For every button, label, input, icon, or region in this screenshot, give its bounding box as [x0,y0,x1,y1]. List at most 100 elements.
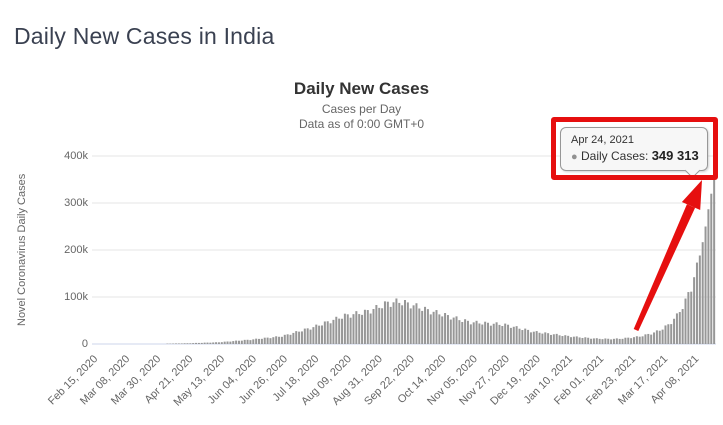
bar[interactable] [647,333,650,344]
bar[interactable] [235,340,238,344]
bar[interactable] [710,193,713,344]
bar[interactable] [306,328,309,344]
bar[interactable] [200,342,203,344]
bar[interactable] [461,322,464,344]
bar[interactable] [415,303,418,344]
bar[interactable] [484,321,487,344]
bar[interactable] [469,324,472,344]
bar[interactable] [260,338,263,344]
bar[interactable] [681,309,684,344]
bar[interactable] [429,314,432,344]
bar[interactable] [604,338,607,344]
bar[interactable] [635,336,638,344]
bar[interactable] [283,334,286,344]
bar[interactable] [209,342,212,344]
bar[interactable] [378,307,381,344]
bar[interactable] [693,277,696,344]
bar[interactable] [621,338,624,344]
bar[interactable] [383,301,386,344]
bar[interactable] [366,310,369,344]
bar[interactable] [512,326,515,344]
bar[interactable] [535,331,538,344]
bar[interactable] [584,337,587,344]
bar[interactable] [220,342,223,344]
bar[interactable] [189,343,192,344]
bar[interactable] [180,343,183,344]
bar[interactable] [587,337,590,344]
bar[interactable] [286,334,289,344]
bar[interactable] [713,179,716,344]
bar[interactable] [481,324,484,344]
bar[interactable] [269,338,272,344]
bar[interactable] [289,334,292,344]
bar[interactable] [424,306,427,344]
bar[interactable] [638,336,641,344]
bar[interactable] [275,336,278,344]
bar[interactable] [509,327,512,344]
bar[interactable] [272,337,275,344]
bar[interactable] [581,337,584,344]
bar[interactable] [375,305,378,344]
bar[interactable] [698,255,701,344]
bar[interactable] [401,305,404,344]
bar[interactable] [206,342,209,344]
bar[interactable] [381,308,384,344]
bar[interactable] [300,331,303,344]
bar[interactable] [298,331,301,344]
bar[interactable] [658,330,661,344]
bar[interactable] [704,226,707,345]
bar[interactable] [641,336,644,344]
bar[interactable] [630,338,633,344]
bar[interactable] [558,335,561,344]
bar[interactable] [197,342,200,344]
bar[interactable] [335,316,338,344]
bar[interactable] [507,324,510,344]
bar[interactable] [521,330,524,344]
bar[interactable] [667,324,670,344]
bar[interactable] [653,332,656,344]
bar[interactable] [355,311,358,344]
bar[interactable] [601,339,604,344]
bar[interactable] [343,313,346,344]
bar[interactable] [315,324,318,344]
bar[interactable] [246,339,249,344]
bar[interactable] [518,328,521,344]
bar[interactable] [455,316,458,344]
bar[interactable] [449,319,452,344]
bar[interactable] [226,341,229,344]
bar[interactable] [487,322,490,344]
bar[interactable] [404,300,406,344]
bar[interactable] [237,340,240,344]
bar[interactable] [478,323,481,344]
bar[interactable] [527,329,530,344]
bar[interactable] [690,291,693,344]
bar[interactable] [673,318,676,344]
bar[interactable] [492,323,495,344]
bar[interactable] [650,334,653,344]
bar[interactable] [421,310,424,344]
bar[interactable] [217,342,220,344]
bar[interactable] [592,338,595,344]
bar[interactable] [444,313,447,344]
bar[interactable] [386,301,389,344]
bar[interactable] [664,325,667,344]
bar[interactable] [352,314,355,344]
bar[interactable] [446,315,449,344]
bar[interactable] [341,318,344,344]
bar[interactable] [309,329,312,344]
bar[interactable] [215,342,218,344]
bar[interactable] [684,298,687,344]
bar[interactable] [489,325,492,344]
bar[interactable] [240,340,243,344]
bar[interactable] [426,309,429,344]
bar[interactable] [472,322,475,344]
bar[interactable] [432,311,435,344]
bar[interactable] [678,312,681,344]
bar[interactable] [555,333,558,344]
bar[interactable] [389,306,392,344]
bar[interactable] [561,336,564,344]
bar[interactable] [515,326,518,344]
bar[interactable] [338,318,341,344]
bar[interactable] [675,313,678,344]
bar[interactable] [441,316,444,344]
